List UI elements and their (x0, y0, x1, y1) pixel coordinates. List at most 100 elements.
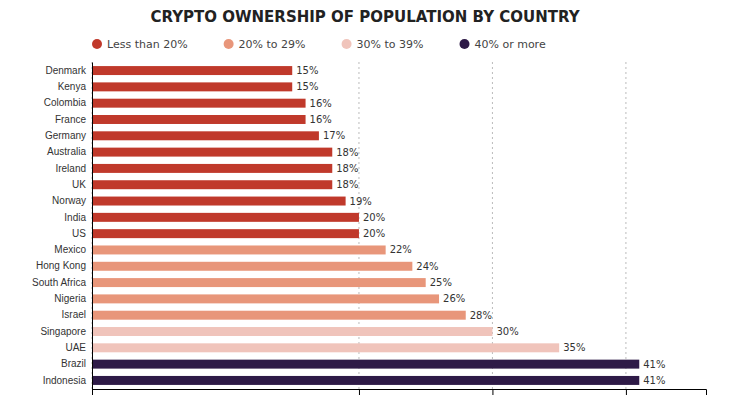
y-tick: UAE (65, 342, 92, 353)
x-tick (492, 389, 493, 395)
x-tick-mark (359, 389, 360, 395)
bar (92, 262, 412, 271)
legend-item: 30% to 39% (342, 38, 424, 51)
grid-line (625, 62, 626, 389)
data-label: 16% (310, 98, 332, 109)
data-label: 18% (336, 179, 358, 190)
data-label: 35% (563, 342, 585, 353)
bar (92, 294, 439, 303)
y-tick: Mexico (54, 244, 92, 255)
y-tick: Norway (52, 195, 92, 206)
bar (92, 343, 559, 352)
x-axis-line (93, 390, 707, 396)
data-label: 17% (323, 130, 345, 141)
x-tick (92, 389, 93, 395)
bar (92, 376, 639, 385)
data-label: 15% (296, 65, 318, 76)
y-tick: Kenya (58, 81, 92, 92)
bar (92, 245, 386, 254)
data-label: 41% (643, 359, 665, 370)
legend-swatch (92, 39, 102, 49)
data-label: 20% (363, 212, 385, 223)
bar (92, 311, 466, 320)
y-tick-label: UAE (65, 342, 86, 353)
x-tick-mark (92, 389, 93, 395)
y-tick: Singapore (40, 326, 92, 337)
y-tick: Germany (45, 130, 92, 141)
y-tick: India (64, 212, 92, 223)
y-tick: Australia (47, 146, 92, 157)
y-tick: US (72, 228, 92, 239)
data-label: 18% (336, 163, 358, 174)
grid (92, 62, 626, 389)
bar (92, 164, 332, 173)
bar (92, 360, 639, 369)
data-label: 16% (310, 114, 332, 125)
data-label: 28% (470, 310, 492, 321)
y-tick-label: Nigeria (54, 293, 86, 304)
y-tick-label: UK (72, 179, 86, 190)
y-tick-label: Brazil (61, 358, 86, 369)
y-tick: Israel (62, 309, 92, 320)
y-tick-label: Germany (45, 130, 86, 141)
y-tick-label: Kenya (58, 81, 87, 92)
y-tick-label: US (72, 228, 86, 239)
y-tick: South Africa (32, 277, 92, 288)
y-tick: Colombia (44, 97, 92, 108)
grid-line (492, 62, 493, 389)
bar (92, 115, 306, 124)
y-tick-label: Colombia (44, 97, 87, 108)
legend-item: Less than 20% (92, 38, 188, 51)
legend-label: 30% to 39% (357, 38, 424, 51)
y-tick: UK (72, 179, 92, 190)
plot: 15%15%16%16%17%18%18%18%19%20%20%22%24%2… (32, 62, 706, 395)
bar (92, 327, 492, 336)
y-tick-label: Ireland (55, 163, 86, 174)
data-label: 18% (336, 147, 358, 158)
legend-label: Less than 20% (107, 38, 188, 51)
data-label: 22% (390, 244, 412, 255)
legend: Less than 20% 20% to 29% 30% to 39% 40% or … (92, 38, 546, 51)
legend-item: 40% or more (459, 38, 545, 51)
x-tick (626, 389, 627, 395)
data-label: 41% (643, 375, 665, 386)
data-label: 26% (443, 293, 465, 304)
y-tick: Nigeria (54, 293, 92, 304)
y-tick-label: Hong Kong (36, 260, 86, 271)
y-tick-label: France (55, 114, 87, 125)
legend-swatch (342, 39, 352, 49)
x-axis (93, 389, 707, 395)
bar (92, 213, 359, 222)
x-tick-mark (492, 389, 493, 395)
y-tick: France (55, 114, 92, 125)
data-label: 20% (363, 228, 385, 239)
bar (92, 197, 346, 206)
legend-item: 20% to 29% (224, 38, 306, 51)
y-tick-label: Norway (52, 195, 86, 206)
grid-line (358, 62, 359, 389)
bar (92, 66, 292, 75)
y-tick: Denmark (45, 65, 92, 76)
bar (92, 131, 319, 140)
legend-label: 40% or more (474, 38, 545, 51)
y-tick-label: Mexico (54, 244, 86, 255)
y-tick: Ireland (55, 163, 92, 174)
y-tick-label: Australia (47, 146, 86, 157)
bar (92, 82, 292, 91)
grid-line (92, 62, 93, 389)
y-tick: Brazil (61, 358, 92, 369)
y-tick-label: Singapore (40, 326, 86, 337)
y-tick-label: South Africa (32, 277, 86, 288)
chart: CRYPTO OWNERSHIP OF POPULATION BY COUNTR… (0, 0, 730, 411)
data-label: 25% (430, 277, 452, 288)
bar (92, 99, 306, 108)
y-tick: Indonesia (43, 375, 92, 386)
data-label: 24% (416, 261, 438, 272)
bar (92, 278, 426, 287)
y-tick-label: Israel (62, 309, 86, 320)
y-axis: Denmark Kenya Colombia France Germany Austral… (32, 63, 92, 390)
y-tick-label: Denmark (45, 65, 87, 76)
x-tick-mark (626, 389, 627, 395)
data-label: 15% (296, 81, 318, 92)
y-tick-label: India (64, 212, 86, 223)
